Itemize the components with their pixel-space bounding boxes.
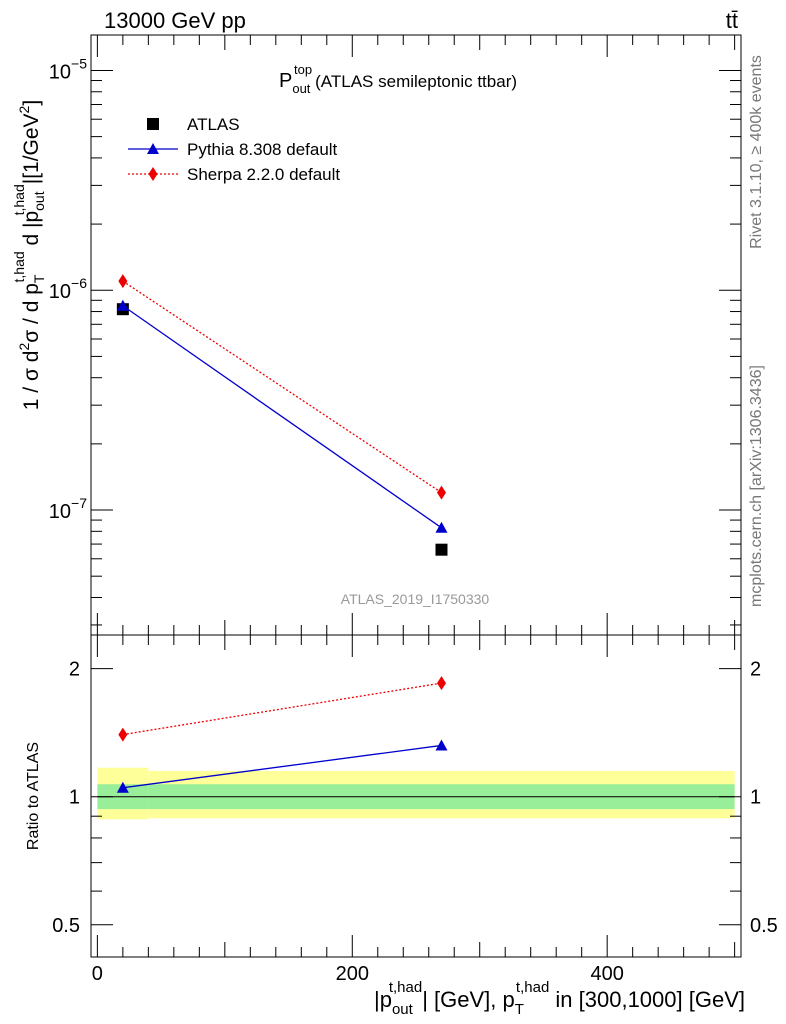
rivet-label: Rivet 3.1.10, ≥ 400k events <box>748 55 765 249</box>
ratio-series <box>116 676 448 793</box>
main-y-ticks: 10−7 10−6 10−5 <box>49 55 741 626</box>
x-tick-label: 0 <box>92 963 103 985</box>
main-panel: 10−7 10−6 10−5 Pout (ATLAS semileptonic tt… <box>11 34 742 636</box>
legend-label: Pythia 8.308 default <box>187 140 338 159</box>
title-sup: top <box>294 62 312 77</box>
xlabel-b: | [GeV], p <box>422 987 515 1012</box>
ratio-series-line-0 <box>122 744 442 789</box>
title-sub: out <box>292 81 310 96</box>
xlabel-b-sub: T <box>515 1001 524 1018</box>
main-point-2 <box>118 274 128 289</box>
xlabel-b-sup: t,had <box>516 979 549 996</box>
ylabel-c-sub: out <box>31 191 47 211</box>
legend-marker <box>148 167 158 181</box>
main-point-2 <box>436 485 446 500</box>
ratio-point-1 <box>118 727 128 742</box>
x-tick-label: 400 <box>590 963 623 985</box>
ylabel-d-sup: 2 <box>16 105 32 113</box>
main-point-0 <box>435 543 448 556</box>
ylabel-d: |[1/GeV <box>20 113 43 184</box>
xlabel-a-sub: out <box>392 1001 414 1018</box>
ratio-panel: 0.5 0.5 1 1 2 2 0 200 400 Ratio to ATLAS |pout t… <box>25 634 778 1018</box>
x-tick-label: 200 <box>336 963 369 985</box>
legend-label: ATLAS <box>187 115 240 134</box>
ratio-y-tick-label-right: 1 <box>750 787 761 809</box>
main-title: Pout (ATLAS semileptonic ttbar) <box>279 70 517 96</box>
title-main: P <box>279 70 292 92</box>
ratio-y-tick-label: 0.5 <box>52 915 80 937</box>
ratio-point-0 <box>435 739 448 751</box>
ratio-y-tick-label-right: 0.5 <box>750 915 778 937</box>
ylabel-a: 1 / σ d <box>20 351 43 411</box>
xlabel-a-sup: t,had <box>389 979 422 996</box>
legend: ATLAS Pythia 8.308 default Sherpa 2.2.0 de… <box>128 115 340 184</box>
main-point-1 <box>435 521 448 533</box>
ylabel-e: ] <box>20 100 43 106</box>
header-left: 13000 GeV pp <box>104 8 246 33</box>
watermark: ATLAS_2019_I1750330 <box>341 591 490 607</box>
main-x-ticks <box>96 35 736 635</box>
legend-marker <box>147 118 159 130</box>
title-rest: (ATLAS semileptonic ttbar) <box>310 72 517 91</box>
ratio-point-0 <box>116 781 129 793</box>
ratio-y-tick-label: 2 <box>69 659 80 681</box>
legend-marker <box>147 143 159 154</box>
main-series-line-1 <box>122 305 442 529</box>
ratio-point-1 <box>436 676 446 691</box>
ratio-y-label: Ratio to ATLAS <box>25 742 42 850</box>
ylabel-a-sup: 2 <box>16 343 32 351</box>
ylabel-c: d |p <box>20 211 43 251</box>
main-point-1 <box>116 299 129 311</box>
xlabel-c: in [300,1000] [GeV] <box>549 987 745 1012</box>
main-y-label: 1 / σ d2σ / d pTt,had d |poutt,had|[1/Ge… <box>11 100 47 410</box>
mcplots-label: mcplots.cern.ch [arXiv:1306.3436] <box>748 365 765 607</box>
y-tick-label: 10−5 <box>49 55 87 83</box>
y-tick-label: 10−6 <box>49 275 87 303</box>
ratio-x-ticks: 0 200 400 <box>92 635 736 985</box>
ylabel-b-sup: t,had <box>11 251 27 282</box>
main-series <box>116 274 448 556</box>
ylabel-b: σ / d p <box>20 283 43 343</box>
ratio-bands <box>97 767 735 820</box>
legend-label: Sherpa 2.2.0 default <box>187 165 340 184</box>
header-right: tt̄ <box>726 8 738 33</box>
ratio-series-line-1 <box>122 682 442 736</box>
ylabel-c-sup: t,had <box>11 184 27 215</box>
main-series-line-2 <box>122 280 442 494</box>
ratio-frame <box>90 634 742 958</box>
ratio-y-tick-label: 1 <box>69 787 80 809</box>
ylabel-b-sub: T <box>31 274 47 283</box>
ratio-y-tick-label-right: 2 <box>750 659 761 681</box>
ratio-y-ticks: 0.5 0.5 1 1 2 2 <box>52 659 778 937</box>
y-tick-label: 10−7 <box>49 495 87 523</box>
xlabel-a: |p <box>374 987 392 1012</box>
x-axis-label: |pout t,had| [GeV], pTt,had in [300,1000]… <box>374 979 745 1018</box>
